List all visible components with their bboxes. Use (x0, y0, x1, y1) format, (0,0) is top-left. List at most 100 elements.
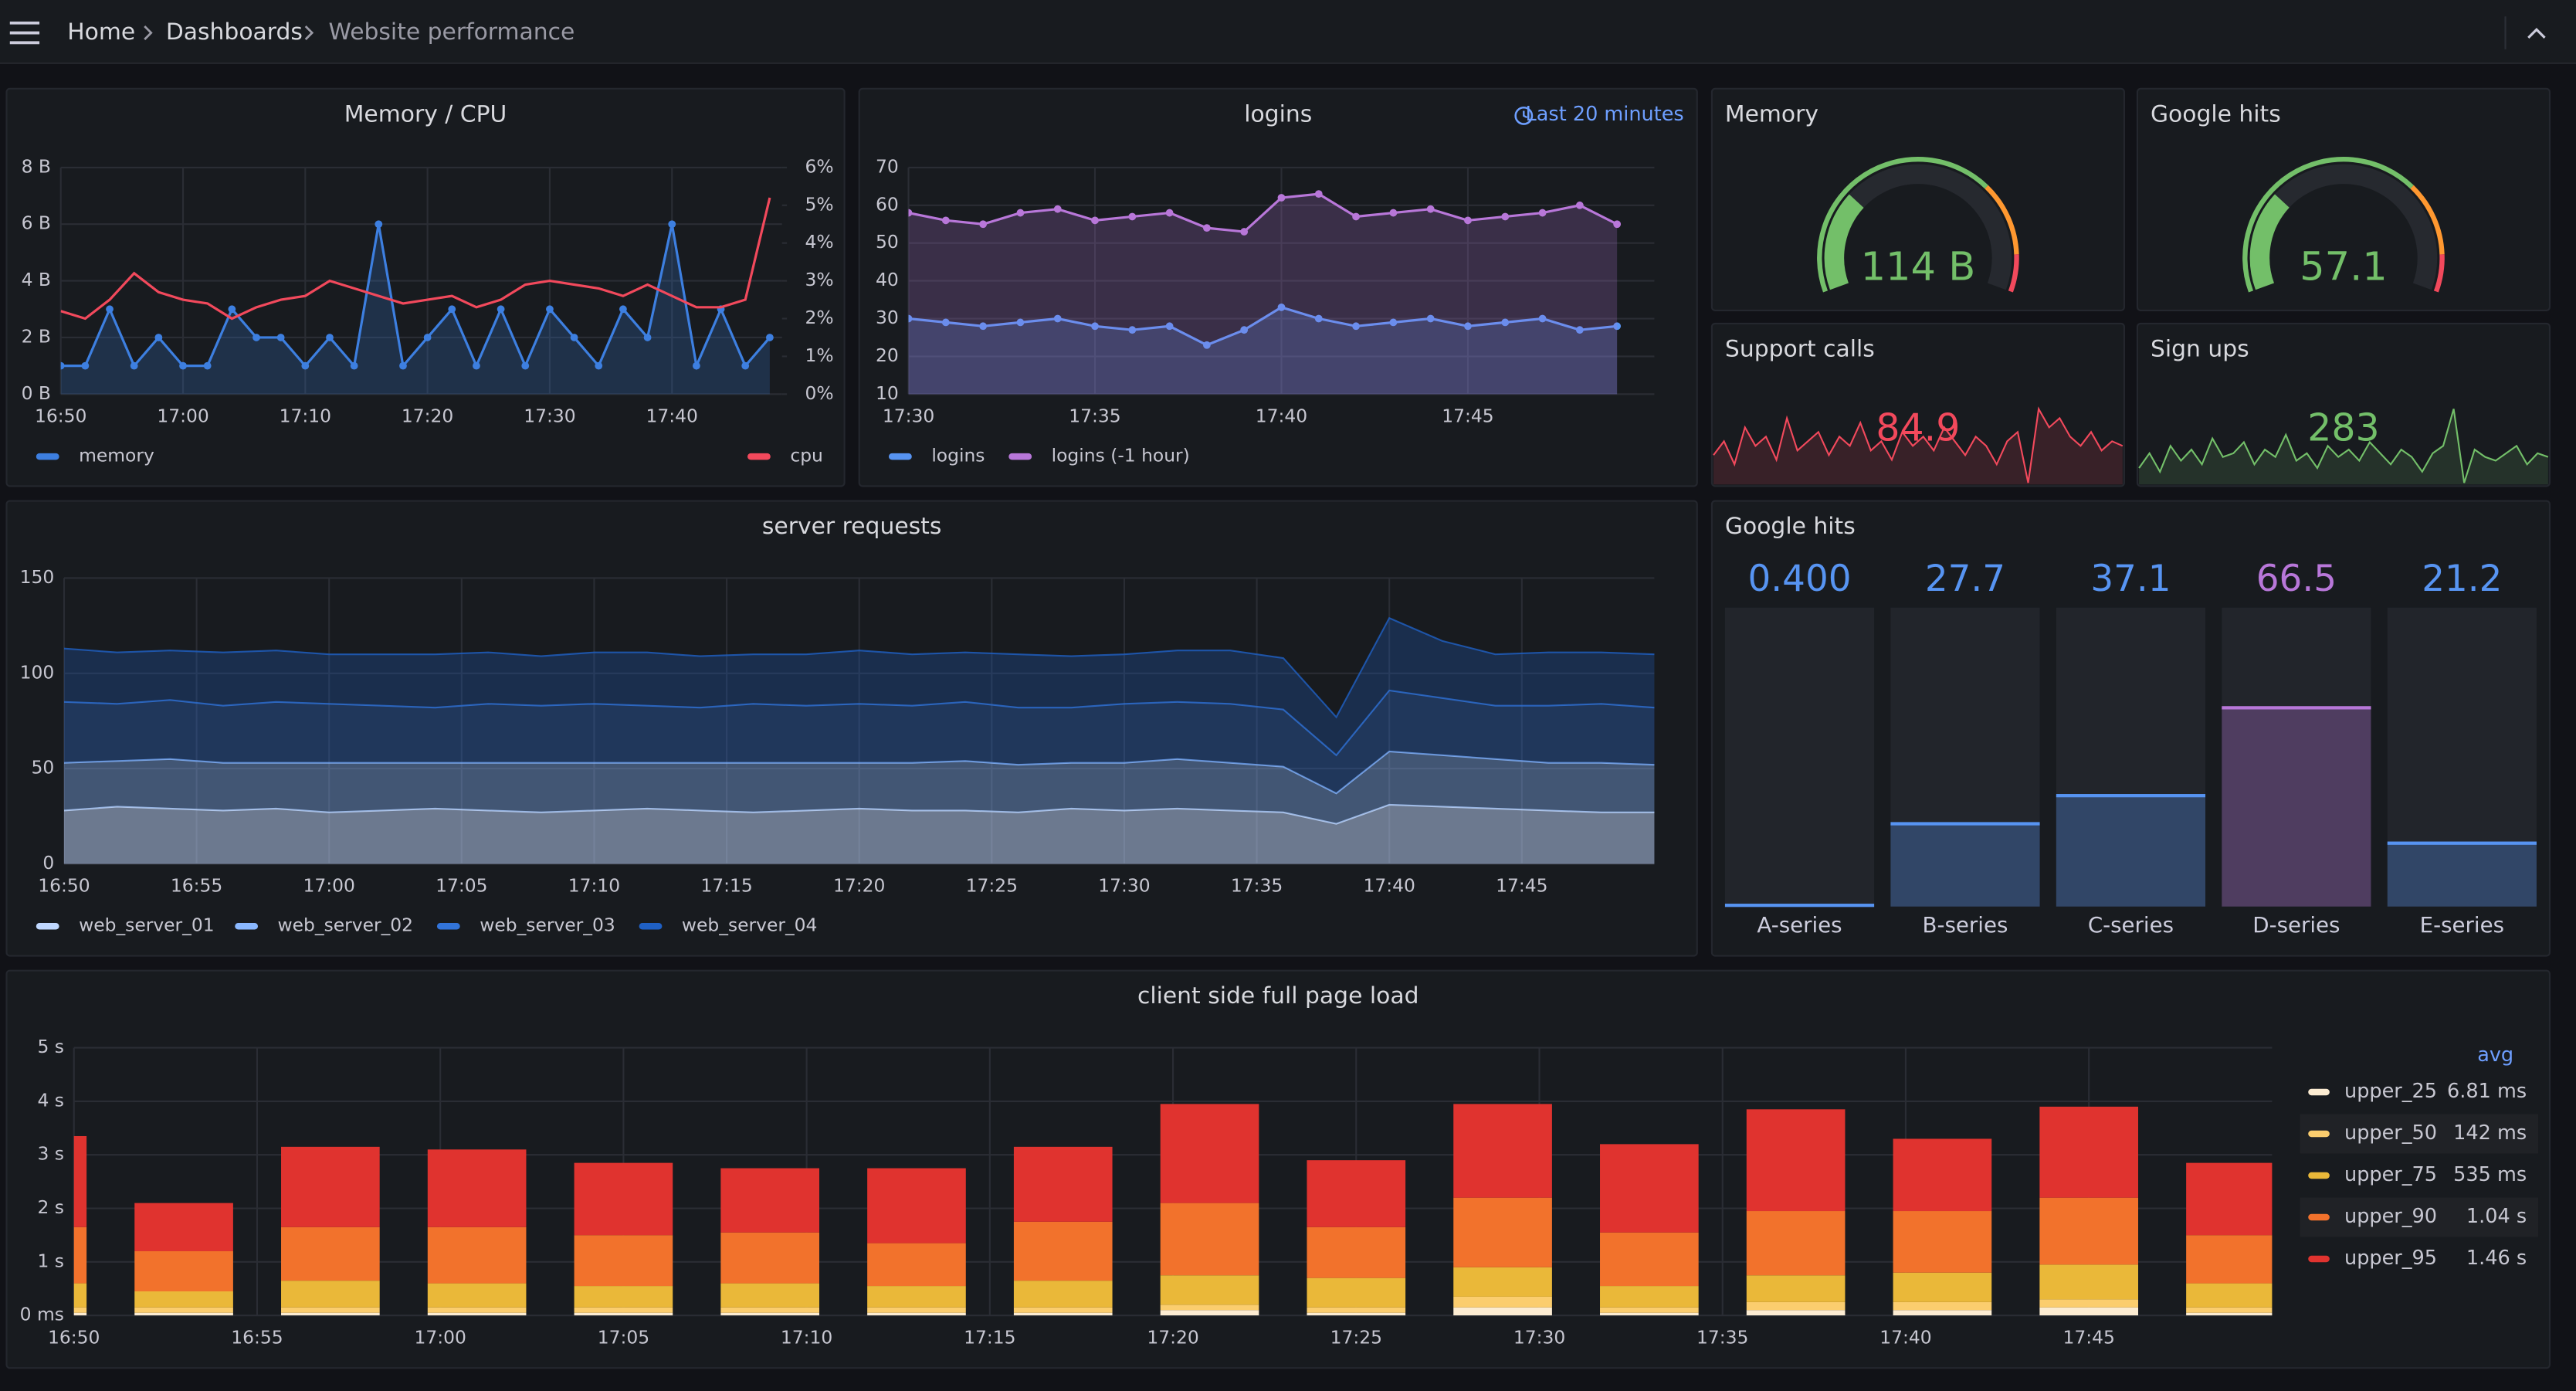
y2-tick-label: 5% (805, 193, 833, 215)
bar-segment (1013, 1221, 1113, 1281)
data-point (253, 334, 260, 341)
legend-label: upper_75 (2344, 1163, 2437, 1186)
bar (1890, 823, 2040, 907)
gauge-threshold (2242, 157, 2414, 293)
bar-segment (281, 1146, 380, 1227)
data-point (1277, 194, 1286, 202)
legend-row (2300, 1114, 2539, 1154)
bar-segment (1013, 1146, 1113, 1222)
data-point (1575, 326, 1584, 334)
bar-segment (1307, 1226, 1406, 1278)
data-point (941, 318, 950, 327)
data-point (521, 361, 530, 370)
x-tick-label: 17:40 (646, 405, 698, 427)
x-tick-label: 17:30 (1513, 1326, 1565, 1348)
legend-header: avg (2477, 1043, 2513, 1067)
y-tick-label: 0 (42, 852, 54, 874)
data-point (979, 322, 988, 331)
bar-segment (2186, 1162, 2273, 1236)
data-point (423, 334, 432, 341)
x-tick-label: 17:00 (303, 875, 355, 897)
data-point (1389, 209, 1398, 217)
bar-segment (1600, 1307, 1699, 1313)
bar-segment (1453, 1307, 1552, 1316)
bar-segment (1160, 1203, 1259, 1276)
data-point (228, 305, 236, 314)
collapse-button[interactable] (2527, 28, 2546, 39)
bar-segment (134, 1312, 233, 1316)
series-line (60, 223, 771, 371)
sparkline (2138, 409, 2549, 483)
bar-track (1890, 607, 2040, 907)
data-point (1314, 190, 1323, 198)
x-tick-label: 16:50 (48, 1326, 100, 1348)
menu-button[interactable] (9, 21, 40, 45)
bar-segment (1307, 1307, 1406, 1313)
bar-cap (2056, 794, 2206, 798)
panel-title: Support calls (1725, 335, 1875, 362)
bar-segment (574, 1162, 673, 1236)
y-tick-label: 150 (20, 566, 55, 588)
x-tick-label: 16:50 (38, 875, 90, 897)
bar-segment (281, 1226, 380, 1281)
bar-cap (2387, 841, 2537, 845)
data-point (668, 220, 676, 229)
breadcrumb-current: Website performance (329, 19, 575, 46)
series-line (60, 197, 771, 321)
data-point (350, 361, 358, 370)
data-point (741, 361, 750, 370)
x-tick-label: 17:40 (1364, 875, 1415, 897)
bar-segment (73, 1226, 87, 1284)
legend-swatch (2308, 1130, 2330, 1138)
legend-label: logins (931, 445, 985, 466)
bar-segment (1160, 1104, 1259, 1203)
bar-segment (134, 1291, 233, 1308)
stacked-area (63, 804, 1655, 864)
data-point (1464, 322, 1472, 331)
bar-segment (2186, 1307, 2273, 1313)
bar-segment (720, 1283, 820, 1308)
data-point (276, 334, 285, 341)
data-point (375, 220, 383, 229)
bar-segment (574, 1235, 673, 1287)
bar-segment (73, 1312, 87, 1316)
bar-value-label: 0.400 (1748, 558, 1852, 600)
y-tick-label: 70 (876, 155, 899, 177)
data-point (1091, 216, 1099, 225)
bar-value-label: 27.7 (1925, 558, 2005, 600)
bar-segment (1453, 1104, 1552, 1198)
bar-segment (574, 1286, 673, 1308)
legend-label: web_server_03 (480, 914, 615, 936)
breadcrumb-dashboards[interactable]: Dashboards (166, 19, 303, 46)
panel (1710, 87, 2125, 311)
data-point (1053, 314, 1062, 323)
data-point (81, 361, 90, 370)
clock-icon (1514, 106, 1534, 125)
bar-segment (134, 1307, 233, 1313)
bar-segment (867, 1312, 966, 1316)
data-point (1613, 220, 1622, 229)
y-tick-label: 30 (876, 307, 899, 328)
panel-title: Google hits (2151, 100, 2281, 127)
legend-swatch (2308, 1172, 2330, 1179)
breadcrumb-home[interactable]: Home (67, 19, 135, 46)
data-point (301, 361, 310, 370)
bar-segment (1453, 1296, 1552, 1308)
x-tick-label: 17:45 (1496, 875, 1547, 897)
bar-segment (281, 1312, 380, 1316)
gauge-value (1824, 194, 1864, 290)
top-bar (0, 0, 2576, 63)
stacked-line (63, 750, 1655, 795)
y2-tick-label: 3% (805, 269, 833, 290)
bar-segment (1600, 1312, 1699, 1316)
gauge-value-label: 114 B (1861, 245, 1976, 290)
gauge-threshold (1817, 157, 1988, 293)
bar-cap (2222, 706, 2371, 710)
bar-segment (281, 1307, 380, 1313)
gauge-threshold (1985, 185, 2019, 255)
legend-label: upper_25 (2344, 1080, 2437, 1103)
y-tick-label: 8 B (22, 155, 51, 177)
data-point (1091, 322, 1099, 331)
y-tick-label: 4 s (37, 1089, 63, 1111)
